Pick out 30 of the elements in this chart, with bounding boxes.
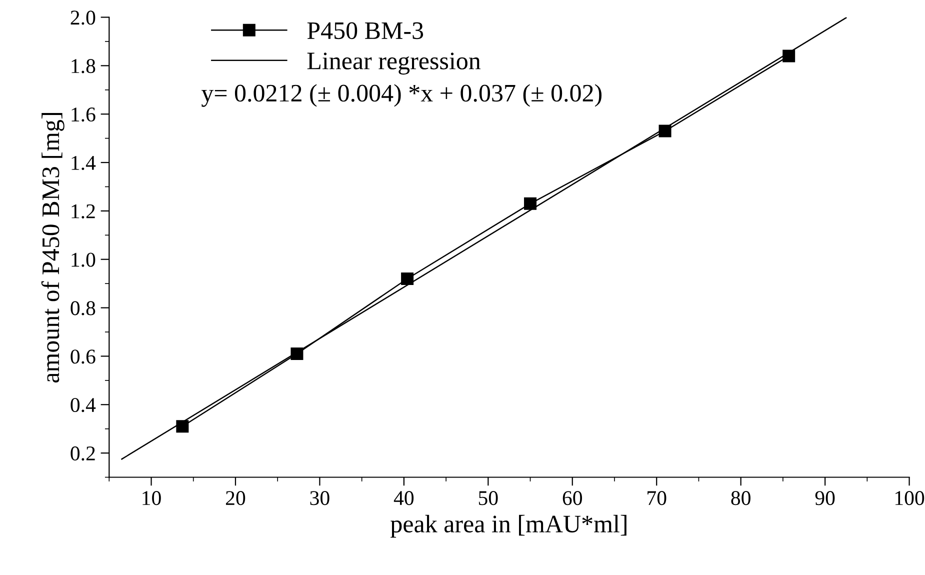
y-tick-label: 1.2 bbox=[72, 204, 95, 218]
x-tick-label: 100 bbox=[895, 491, 924, 506]
x-tick-label: 60 bbox=[562, 491, 582, 506]
point bbox=[524, 197, 537, 210]
y-tick-label: 1.8 bbox=[72, 59, 96, 74]
point bbox=[658, 124, 672, 138]
point bbox=[782, 50, 796, 62]
x-axis-title: peak area in [mAU*ml] bbox=[390, 514, 626, 538]
y-tick-label: 1.6 bbox=[72, 108, 96, 122]
y-tick-label: 0.8 bbox=[70, 301, 96, 316]
x-tick-label: 70 bbox=[648, 491, 666, 506]
point bbox=[176, 420, 189, 433]
legend-label: Linear regression bbox=[307, 52, 481, 75]
y-tick-label: 1.4 bbox=[72, 156, 96, 170]
x-tick-label: 90 bbox=[815, 491, 835, 506]
x-tick-label: 50 bbox=[478, 491, 498, 506]
y-axis-title: amount of P450 BM3 [mg] bbox=[41, 112, 64, 382]
x-tick-label: 20 bbox=[226, 491, 246, 506]
annotation: y= 0.0212 (± 0.004) *x + 0.037 (± 0.02) bbox=[201, 84, 602, 107]
y-tick-label: 2.0 bbox=[70, 10, 96, 25]
x-tick-label: 80 bbox=[731, 491, 750, 506]
x-tick-label: 30 bbox=[310, 491, 330, 506]
y-tick-label: 0.4 bbox=[70, 398, 96, 412]
x-tick-label: 40 bbox=[394, 491, 414, 506]
point bbox=[401, 272, 414, 285]
x-tick-label: 10 bbox=[142, 491, 161, 506]
y-tick-label: 0.2 bbox=[70, 446, 95, 461]
legend-label: P450 BM-3 bbox=[307, 22, 424, 40]
y-tick-label: 0.6 bbox=[70, 350, 96, 364]
y-tick-label: 1.0 bbox=[72, 252, 96, 267]
